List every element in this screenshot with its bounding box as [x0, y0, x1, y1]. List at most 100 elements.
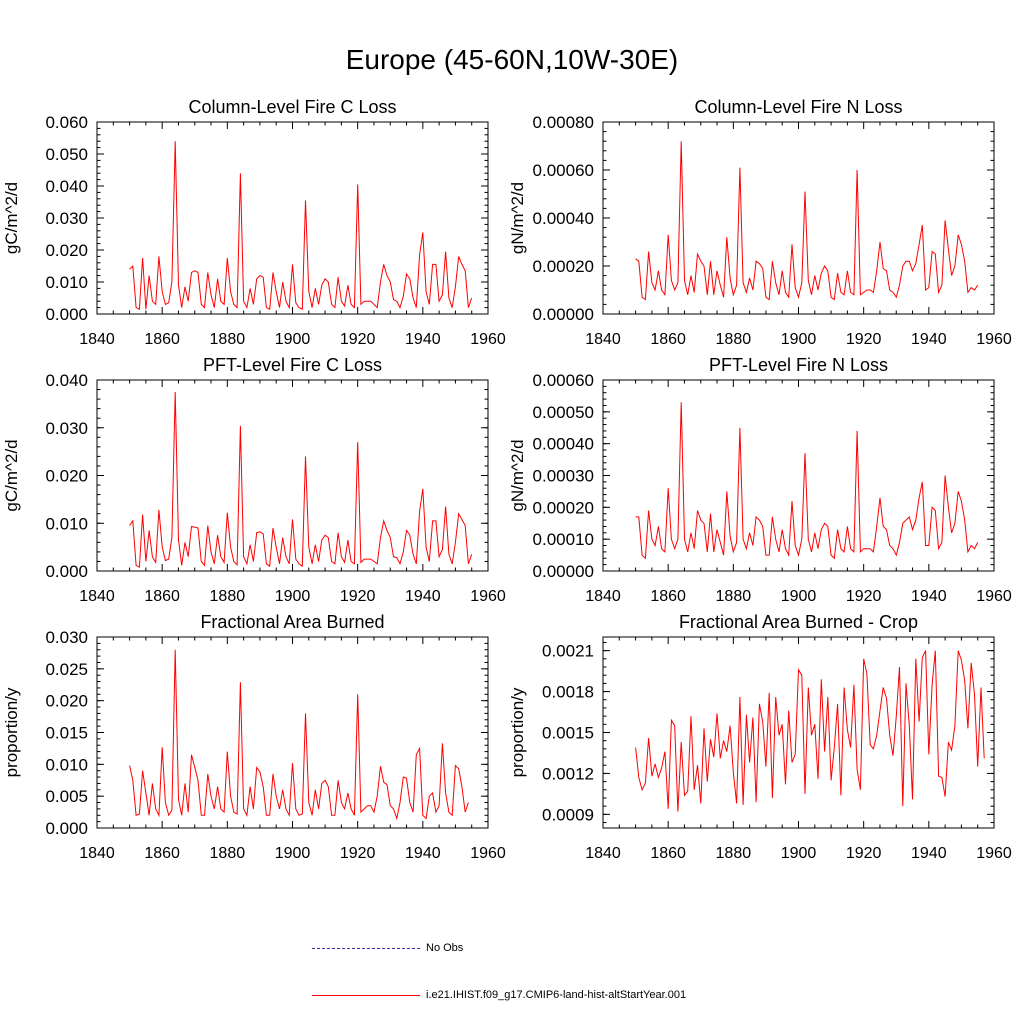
x-tick-label: 1900	[275, 588, 311, 605]
y-tick-label: 0.010	[45, 273, 88, 292]
y-tick-label: 0.010	[45, 514, 88, 533]
chart-panel-column-level-fire-n-loss: Column-Level Fire N Loss gN/m^2/d 1840 1860…	[508, 97, 1012, 348]
legend-swatch-model-run	[312, 994, 420, 996]
y-tick-label: 0.010	[45, 755, 88, 774]
y-tick-label: 0.00040	[533, 435, 594, 454]
y-tick-label: 0.040	[45, 371, 88, 390]
x-tick-label: 1940	[911, 331, 947, 348]
page-title: Europe (45-60N,10W-30E)	[345, 44, 679, 75]
y-axis-label: gN/m^2/d	[508, 439, 527, 511]
panel-title: Fractional Area Burned	[200, 612, 384, 632]
legend-item-model-run: i.e21.IHIST.f09_g17.CMIP6-land-hist-altS…	[312, 989, 686, 1001]
y-tick-label: 0.00080	[533, 113, 594, 132]
y-tick-label: 0.000	[45, 562, 88, 581]
x-tick-label: 1900	[781, 331, 817, 348]
x-tick-label: 1900	[781, 588, 817, 605]
y-tick-label: 0.00050	[533, 403, 594, 422]
legend-item-no-obs: No Obs	[312, 942, 463, 954]
x-tick-label: 1900	[275, 845, 311, 862]
y-tick-label: 0.015	[45, 724, 88, 743]
series-line	[635, 402, 979, 560]
x-tick-label: 1860	[650, 845, 686, 862]
chart-panel-pft-level-fire-c-loss: PFT-Level Fire C Loss gC/m^2/d 1840 1860 188…	[2, 355, 506, 605]
x-tick-label: 1840	[585, 845, 621, 862]
x-tick-label: 1960	[470, 845, 506, 862]
x-tick-label: 1840	[79, 588, 115, 605]
y-tick-label: 0.005	[45, 787, 88, 806]
x-tick-label: 1940	[911, 588, 947, 605]
plot-frame	[602, 379, 995, 572]
x-tick-label: 1860	[650, 331, 686, 348]
y-tick-label: 0.0018	[542, 683, 594, 702]
y-tick-label: 0.0012	[542, 764, 594, 783]
x-tick-label: 1960	[470, 331, 506, 348]
x-tick-label: 1920	[846, 331, 882, 348]
x-tick-label: 1960	[470, 588, 506, 605]
y-tick-label: 0.060	[45, 113, 88, 132]
y-tick-label: 0.040	[45, 177, 88, 196]
x-tick-label: 1840	[79, 331, 115, 348]
x-tick-label: 1860	[144, 331, 180, 348]
x-tick-label: 1920	[846, 845, 882, 862]
y-tick-label: 0.00020	[533, 257, 594, 276]
x-tick-label: 1960	[976, 331, 1012, 348]
plot-frame	[96, 121, 489, 315]
x-tick-label: 1860	[144, 845, 180, 862]
y-tick-label: 0.0021	[542, 642, 594, 661]
y-tick-label: 0.030	[45, 628, 88, 647]
panel-title: PFT-Level Fire N Loss	[709, 355, 888, 375]
series-line	[129, 649, 469, 821]
legend-swatch-no-obs	[312, 947, 420, 949]
y-tick-label: 0.0009	[542, 805, 594, 824]
panel-title: Fractional Area Burned - Crop	[679, 612, 918, 632]
x-tick-label: 1880	[716, 588, 752, 605]
x-tick-label: 1960	[976, 845, 1012, 862]
y-axis-label: gN/m^2/d	[508, 182, 527, 254]
x-tick-label: 1940	[405, 331, 441, 348]
series-line	[635, 141, 979, 301]
x-tick-label: 1880	[716, 331, 752, 348]
x-tick-label: 1840	[585, 588, 621, 605]
x-tick-label: 1960	[976, 588, 1012, 605]
x-tick-label: 1880	[210, 588, 246, 605]
x-tick-label: 1940	[911, 845, 947, 862]
x-tick-label: 1880	[210, 845, 246, 862]
x-tick-label: 1840	[585, 331, 621, 348]
x-tick-label: 1920	[846, 588, 882, 605]
y-tick-label: 0.00000	[533, 562, 594, 581]
panel-title: PFT-Level Fire C Loss	[203, 355, 382, 375]
x-tick-label: 1920	[340, 588, 376, 605]
y-tick-label: 0.000	[45, 819, 88, 838]
y-tick-label: 0.025	[45, 660, 88, 679]
y-tick-label: 0.00040	[533, 209, 594, 228]
y-tick-label: 0.00020	[533, 498, 594, 517]
series-line	[129, 391, 473, 569]
x-tick-label: 1860	[650, 588, 686, 605]
plot-frame	[602, 121, 995, 315]
y-tick-label: 0.020	[45, 467, 88, 486]
x-tick-label: 1900	[275, 331, 311, 348]
y-tick-label: 0.030	[45, 209, 88, 228]
plot-frame	[96, 379, 489, 572]
y-tick-label: 0.030	[45, 419, 88, 438]
chart-panel-pft-level-fire-n-loss: PFT-Level Fire N Loss gN/m^2/d 1840 1860 188…	[508, 355, 1012, 605]
chart-panel-fractional-area-burned: Fractional Area Burned proportion/y 1840 18…	[2, 612, 506, 862]
y-tick-label: 0.050	[45, 145, 88, 164]
x-tick-label: 1860	[144, 588, 180, 605]
x-tick-label: 1920	[340, 331, 376, 348]
panel-title: Column-Level Fire N Loss	[694, 97, 902, 117]
y-tick-label: 0.0015	[542, 724, 594, 743]
y-tick-label: 0.00060	[533, 161, 594, 180]
legend-label-model-run: i.e21.IHIST.f09_g17.CMIP6-land-hist-altS…	[426, 989, 687, 1001]
y-axis-label: gC/m^2/d	[2, 439, 21, 511]
series-line	[635, 650, 985, 812]
x-tick-label: 1900	[781, 845, 817, 862]
y-tick-label: 0.020	[45, 241, 88, 260]
x-tick-label: 1880	[210, 331, 246, 348]
y-tick-label: 0.000	[45, 305, 88, 324]
y-tick-label: 0.00000	[533, 305, 594, 324]
x-tick-label: 1940	[405, 588, 441, 605]
x-tick-label: 1880	[716, 845, 752, 862]
y-axis-label: gC/m^2/d	[2, 182, 21, 254]
